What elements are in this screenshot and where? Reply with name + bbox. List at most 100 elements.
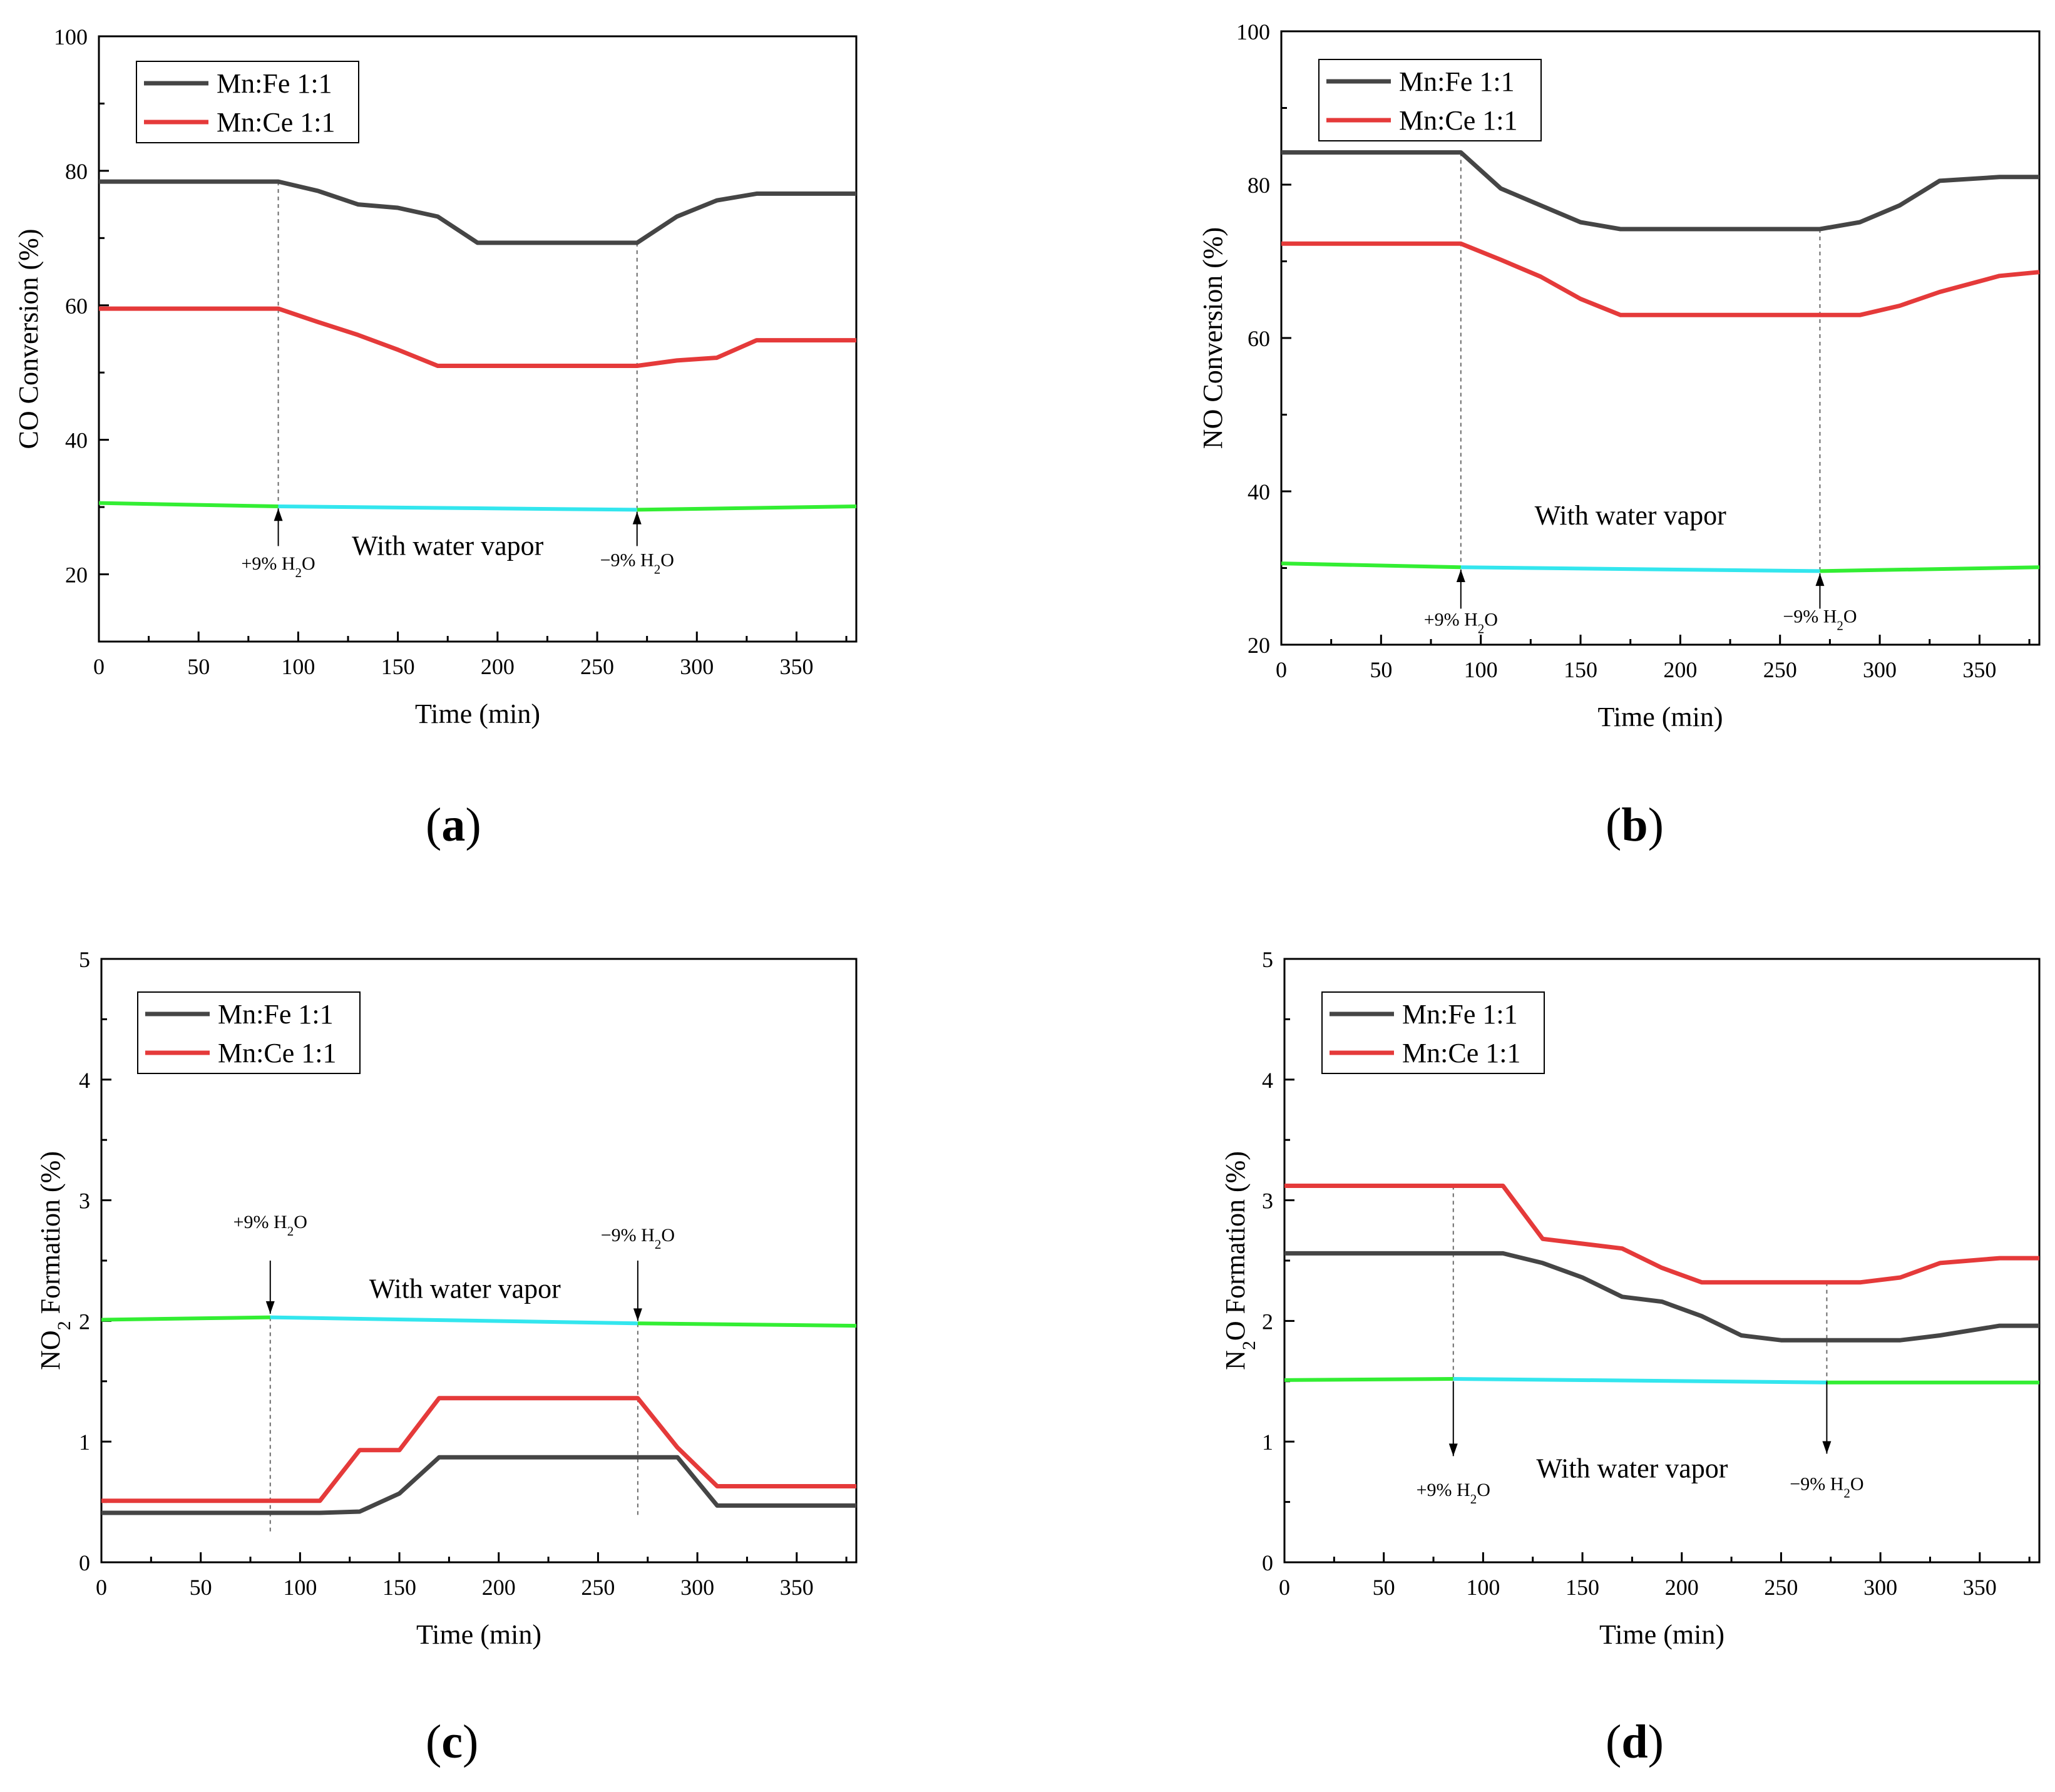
arrowhead xyxy=(1448,1443,1458,1457)
water-change-label: +9% H2O xyxy=(241,553,315,580)
water-vapor-annotation: With water vapor xyxy=(1535,500,1726,531)
legend-box xyxy=(1318,59,1542,141)
x-axis-label: Time (min) xyxy=(415,699,540,729)
arrowhead xyxy=(633,1308,642,1321)
baseline-water-segment xyxy=(1460,565,1820,573)
legend-label: Mn:Ce 1:1 xyxy=(218,1038,336,1068)
label-part: O xyxy=(661,1225,675,1246)
y-axis-label-part: CO Conversion (%) xyxy=(13,229,44,449)
water-vapor-annotation: With water vapor xyxy=(369,1273,561,1304)
panel-letter-d: d xyxy=(1621,1716,1648,1768)
x-tick-label: 50 xyxy=(187,654,210,679)
legend-label: Mn:Ce 1:1 xyxy=(1402,1038,1520,1068)
arrowhead xyxy=(1815,573,1825,586)
x-tick-label: 200 xyxy=(481,654,515,679)
arrowhead xyxy=(1456,569,1465,582)
y-tick-label: 1 xyxy=(79,1430,90,1455)
arrowhead xyxy=(1822,1441,1832,1454)
x-tick-label: 150 xyxy=(382,1575,416,1600)
x-tick-label: 300 xyxy=(1863,657,1897,682)
x-tick-label: 300 xyxy=(680,1575,714,1600)
y-tick-label: 100 xyxy=(54,24,88,49)
baseline-water-segment xyxy=(278,504,637,512)
x-tick-label: 0 xyxy=(1276,657,1287,682)
x-tick-label: 0 xyxy=(1279,1575,1290,1600)
x-tick-label: 150 xyxy=(1566,1575,1599,1600)
label-subscript: 2 xyxy=(295,565,302,580)
y-tick-label: 0 xyxy=(79,1550,90,1575)
baseline-dry-segment xyxy=(101,1315,270,1322)
series-line-mn-fe xyxy=(101,1455,856,1515)
x-axis-label: Time (min) xyxy=(1599,1619,1724,1650)
arrowhead xyxy=(632,511,642,525)
x-tick-label: 150 xyxy=(381,654,415,679)
x-tick-label: 250 xyxy=(1764,1575,1798,1600)
y-axis-label: NO2 Formation (%) xyxy=(35,1151,74,1370)
y-axis-label-subscript: 2 xyxy=(54,1321,74,1330)
water-change-label: −9% H2O xyxy=(1790,1473,1863,1500)
x-tick-label: 250 xyxy=(581,1575,615,1600)
legend-label: Mn:Fe 1:1 xyxy=(218,999,334,1030)
x-tick-label: 100 xyxy=(1464,657,1498,682)
label-part: −9% H xyxy=(600,550,654,571)
legend: Mn:Fe 1:1 Mn:Ce 1:1 xyxy=(1321,991,1545,1074)
legend-box xyxy=(136,61,359,143)
y-tick-label: 80 xyxy=(1248,173,1270,198)
label-part: +9% H xyxy=(1417,1480,1470,1500)
arrowhead xyxy=(265,1301,275,1314)
legend-label: Mn:Ce 1:1 xyxy=(1399,105,1517,136)
water-change-label: −9% H2O xyxy=(1783,606,1857,633)
baseline-dry-segment xyxy=(98,501,279,509)
x-tick-label: 100 xyxy=(283,1575,317,1600)
y-tick-label: 60 xyxy=(1248,326,1270,351)
y-axis-label-part: N xyxy=(1220,1350,1251,1370)
y-tick-label: 3 xyxy=(1262,1189,1273,1214)
label-part: −9% H xyxy=(1783,606,1837,627)
legend-label: Mn:Fe 1:1 xyxy=(1399,66,1515,97)
label-subscript: 2 xyxy=(654,562,661,577)
x-tick-label: 200 xyxy=(1665,1575,1699,1600)
y-axis-label-part: NO xyxy=(35,1330,66,1370)
y-tick-label: 60 xyxy=(65,294,88,319)
y-tick-label: 2 xyxy=(79,1309,90,1334)
series-line-mn-fe xyxy=(99,179,856,245)
x-tick-label: 250 xyxy=(580,654,614,679)
baseline-dry-segment xyxy=(1820,565,2040,573)
x-tick-label: 0 xyxy=(93,654,105,679)
panel-label-b: (b) xyxy=(1606,799,1664,851)
water-change-label: −9% H2O xyxy=(600,550,674,577)
water-vapor-annotation: With water vapor xyxy=(352,530,543,561)
legend: Mn:Fe 1:1 Mn:Ce 1:1 xyxy=(1318,59,1542,141)
label-part: O xyxy=(1850,1473,1864,1494)
y-tick-label: 5 xyxy=(1262,947,1273,972)
x-tick-label: 0 xyxy=(96,1575,107,1600)
y-axis-label: NO Conversion (%) xyxy=(1197,227,1228,449)
arrowhead xyxy=(274,508,283,521)
label-part: +9% H xyxy=(1424,609,1478,630)
series-line-mn-ce xyxy=(1284,1184,2039,1285)
x-tick-label: 50 xyxy=(1370,657,1392,682)
label-subscript: 2 xyxy=(1843,1485,1850,1500)
x-tick-label: 150 xyxy=(1564,657,1597,682)
baseline-dry-segment xyxy=(1284,1376,1453,1382)
y-axis-label: CO Conversion (%) xyxy=(13,229,44,449)
y-tick-label: 40 xyxy=(65,428,88,453)
x-tick-label: 100 xyxy=(1466,1575,1500,1600)
legend-box xyxy=(1321,991,1545,1074)
panel-label-d: (d) xyxy=(1606,1716,1664,1768)
baseline-water-segment xyxy=(270,1315,638,1326)
baseline-dry-segment xyxy=(637,504,857,512)
label-subscript: 2 xyxy=(1837,618,1843,633)
x-tick-label: 300 xyxy=(1863,1575,1897,1600)
y-axis-label-part: Formation (%) xyxy=(35,1151,66,1321)
x-tick-label: 50 xyxy=(190,1575,212,1600)
legend: Mn:Fe 1:1 Mn:Ce 1:1 xyxy=(137,991,361,1074)
x-tick-label: 100 xyxy=(281,654,315,679)
label-subscript: 2 xyxy=(287,1224,294,1239)
label-part: O xyxy=(1484,609,1498,630)
series-line-mn-ce xyxy=(99,306,856,368)
y-tick-label: 4 xyxy=(1262,1068,1273,1093)
series-line-mn-fe xyxy=(1281,150,2039,232)
